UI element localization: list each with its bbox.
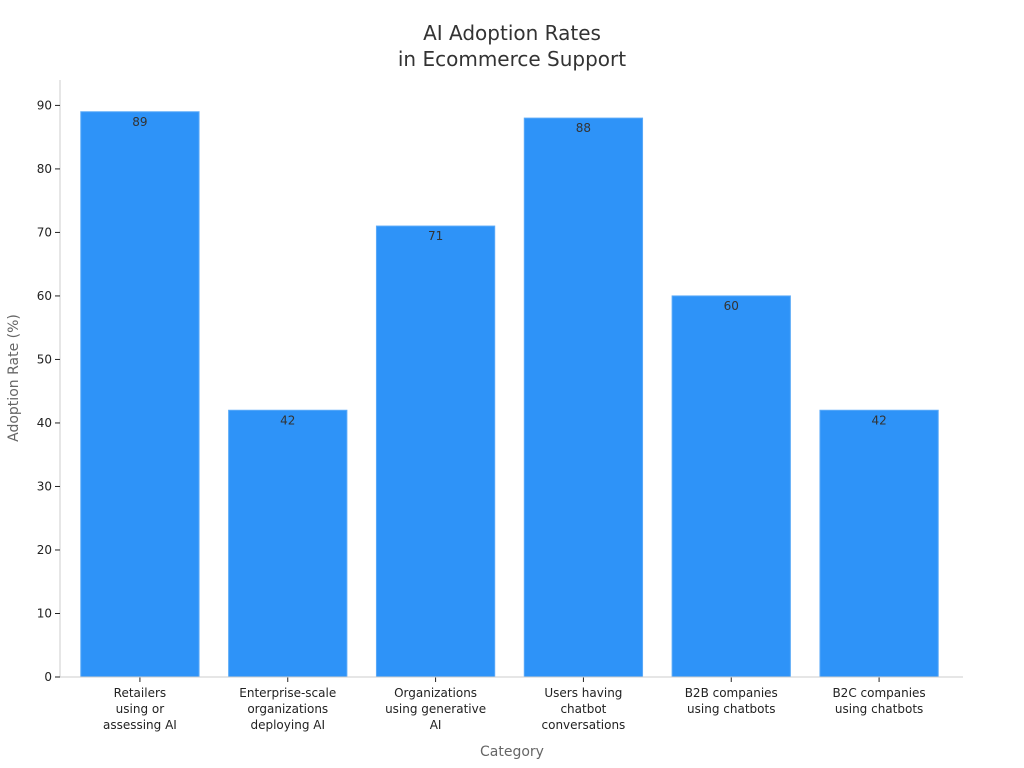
- chart-title-line-1: AI Adoption Rates: [423, 21, 601, 45]
- y-tick-label-4: 40: [37, 416, 52, 430]
- bar-3: [523, 117, 644, 678]
- chart-title-line-2: in Ecommerce Support: [398, 47, 626, 71]
- data-label-0: 89: [132, 115, 147, 129]
- x-tick-label-4-1: using chatbots: [687, 702, 775, 716]
- bar-2: [375, 225, 496, 678]
- x-tick-label-3-2: conversations: [542, 718, 626, 732]
- x-tick-label-1-1: organizations: [247, 702, 328, 716]
- data-label-5: 42: [871, 413, 886, 427]
- y-tick-label-6: 60: [37, 289, 52, 303]
- y-tick-label-8: 80: [37, 162, 52, 176]
- x-tick-label-1-0: Enterprise-scale: [239, 686, 336, 700]
- x-tick-label-1-2: deploying AI: [250, 718, 325, 732]
- axes-layer: Retailers using or assessing AI Enterprise-…: [37, 80, 963, 732]
- data-label-3: 88: [576, 121, 591, 135]
- x-tick-label-0-2: assessing AI: [103, 718, 177, 732]
- data-label-4: 60: [724, 299, 739, 313]
- y-tick-label-9: 90: [37, 98, 52, 112]
- x-tick-label-2-2: AI: [430, 718, 442, 732]
- data-label-1: 42: [280, 413, 295, 427]
- x-tick-label-4-0: B2B companies: [685, 686, 778, 700]
- bars-layer: 89 42 71 88 60 42: [80, 111, 939, 678]
- y-axis-title: Adoption Rate (%): [6, 314, 22, 442]
- y-tick-label-1: 10: [37, 606, 52, 620]
- x-tick-label-0-1: using or: [116, 702, 165, 716]
- data-label-2: 71: [428, 229, 443, 243]
- x-tick-label-2-0: Organizations: [394, 686, 477, 700]
- bar-1: [228, 409, 348, 678]
- y-tick-label-3: 30: [37, 479, 52, 493]
- y-tick-label-7: 70: [37, 225, 52, 239]
- x-tick-label-3-0: Users having: [544, 686, 622, 700]
- x-tick-label-3-1: chatbot: [560, 702, 606, 716]
- x-axis-title: Category: [480, 744, 544, 760]
- x-tick-label-5-1: using chatbots: [835, 702, 923, 716]
- y-tick-label-0: 0: [44, 670, 52, 684]
- bar-0: [80, 111, 200, 678]
- bar-5: [819, 409, 939, 678]
- y-tick-label-5: 50: [37, 352, 52, 366]
- bar-4: [671, 295, 791, 678]
- y-tick-label-2: 20: [37, 543, 52, 557]
- x-tick-label-5-0: B2C companies: [832, 686, 925, 700]
- x-tick-label-0-0: Retailers: [114, 686, 166, 700]
- x-tick-label-2-1: using generative: [385, 702, 486, 716]
